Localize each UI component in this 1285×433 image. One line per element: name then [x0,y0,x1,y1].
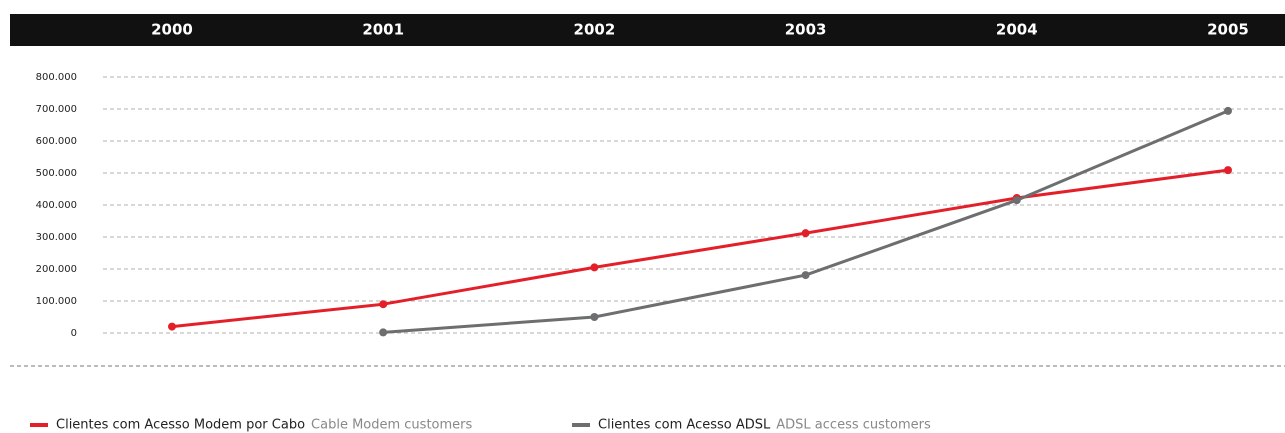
y-tick-label: 500.000 [36,168,77,179]
legend-sublabel: ADSL access customers [776,418,931,433]
x-tick-label: 2005 [1207,21,1249,39]
data-point [379,328,388,337]
data-point [1012,196,1021,205]
data-point [801,271,810,280]
data-point [1224,106,1232,115]
x-tick-label: 2002 [574,21,616,39]
legend-sublabel: Cable Modem customers [311,418,472,433]
y-tick-label: 100.000 [36,296,77,307]
header-bar [10,14,1285,46]
data-point [801,229,810,238]
data-point [1224,166,1232,175]
series-line [171,168,1229,329]
y-tick-label: 400.000 [36,200,77,211]
y-tick-label: 600.000 [36,136,77,147]
series-line [383,109,1229,334]
y-tick-label: 300.000 [36,232,77,243]
data-point [379,300,388,309]
y-tick-label: 700.000 [36,104,77,115]
x-tick-label: 2001 [362,21,404,39]
y-tick-label: 200.000 [36,264,77,275]
legend-label: Clientes com Acesso ADSL [598,418,771,433]
y-tick-label: 800.000 [36,72,77,83]
data-point [590,263,599,272]
x-tick-label: 2003 [785,21,827,39]
x-tick-label: 2000 [151,21,193,39]
legend-label: Clientes com Acesso Modem por Cabo [56,418,305,433]
data-point [168,322,176,331]
y-tick-label: 0 [71,328,77,339]
data-point [590,313,599,321]
x-tick-label: 2004 [996,21,1038,39]
